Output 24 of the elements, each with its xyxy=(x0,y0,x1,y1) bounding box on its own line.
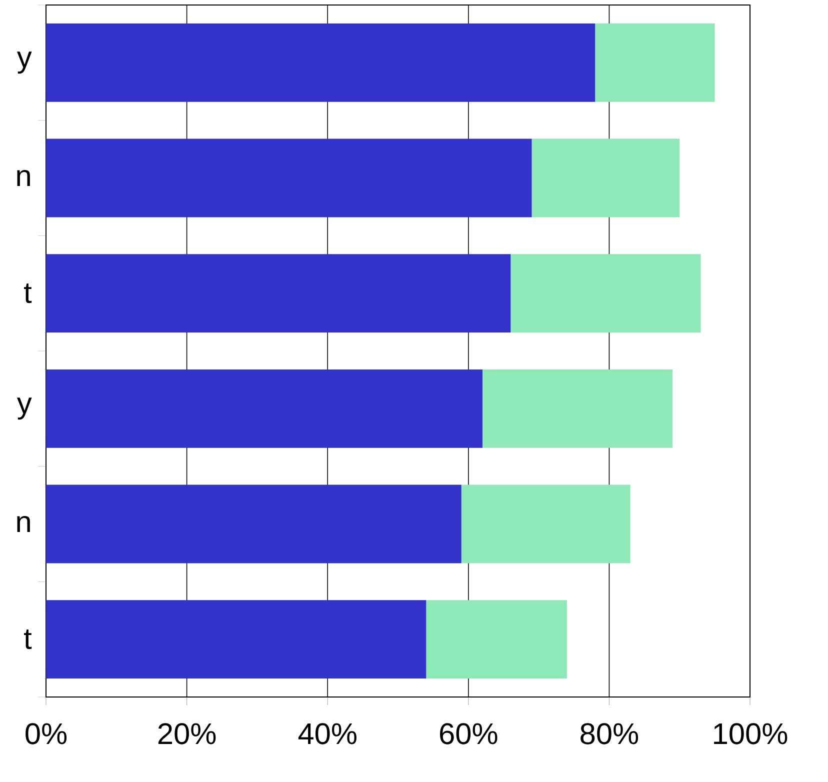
bar xyxy=(46,369,482,448)
bar xyxy=(461,484,630,564)
x-tick-label: 20% xyxy=(158,723,216,744)
bar xyxy=(46,600,426,679)
bar xyxy=(510,254,701,333)
x-tick-label: 40% xyxy=(298,723,356,744)
y-tick-label: y xyxy=(16,52,32,74)
bar xyxy=(595,23,715,102)
y-tick-label: n xyxy=(17,170,30,186)
y-tick-label: y xyxy=(16,398,32,420)
bar xyxy=(482,369,673,448)
bar xyxy=(532,138,680,218)
x-tick-label: 0% xyxy=(26,723,67,744)
x-tick-label: 100% xyxy=(714,723,788,744)
bar xyxy=(46,138,532,218)
y-tick-label: n xyxy=(17,516,30,532)
bar xyxy=(46,484,462,564)
y-tick-label: t xyxy=(24,284,32,304)
bar xyxy=(46,254,511,333)
x-tick-label: 60% xyxy=(440,723,498,744)
bar xyxy=(46,23,596,102)
bar xyxy=(426,600,567,679)
x-tick-label: 80% xyxy=(580,723,638,744)
y-tick-label: t xyxy=(24,630,32,650)
